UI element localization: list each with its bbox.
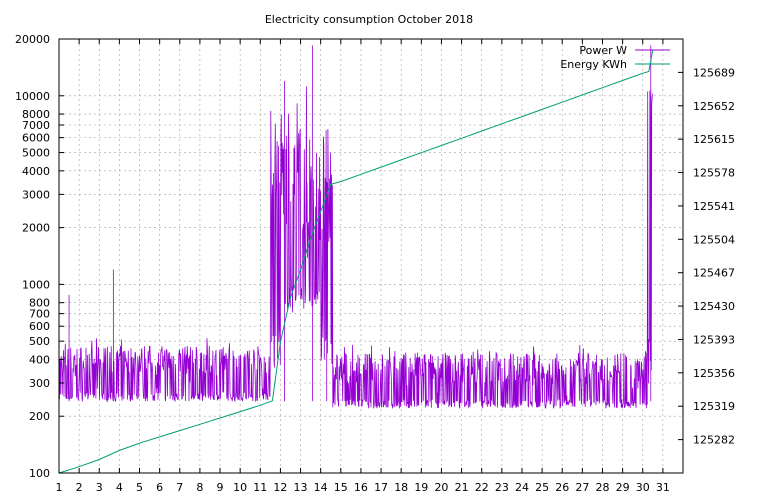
y-tick-label: 700: [29, 308, 50, 321]
x-tick-label: 5: [136, 481, 143, 494]
x-tick-label: 17: [374, 481, 388, 494]
y-tick-label: 500: [29, 335, 50, 348]
energy-line: [58, 49, 654, 474]
y-tick-label: 800: [29, 297, 50, 310]
y-tick-label: 5000: [22, 147, 50, 160]
plot-frame: [58, 38, 684, 474]
grid: [59, 39, 683, 473]
x-tick-label: 27: [575, 481, 589, 494]
x-tick-label: 16: [354, 481, 368, 494]
y-tick-label: 3000: [22, 188, 50, 201]
x-tick-label: 14: [314, 481, 328, 494]
y-tick-label: 600: [29, 320, 50, 333]
x-tick-label: 1: [56, 481, 63, 494]
y2-tick-label: 125504: [693, 233, 735, 246]
x-tick-label: 4: [116, 481, 123, 494]
x-tick-label: 26: [555, 481, 569, 494]
x-tick-label: 18: [394, 481, 408, 494]
y2-tick-label: 125282: [693, 434, 735, 447]
x-tick-label: 29: [616, 481, 630, 494]
x-tick-label: 31: [656, 481, 670, 494]
x-tick-label: 23: [495, 481, 509, 494]
legend-label: Energy KWh: [560, 58, 627, 71]
y-tick-label: 8000: [22, 108, 50, 121]
y-tick-label: 4000: [22, 165, 50, 178]
y-tick-label: 7000: [22, 119, 50, 132]
x-tick-label: 8: [196, 481, 203, 494]
x-tick-label: 6: [156, 481, 163, 494]
x-tick-label: 11: [253, 481, 267, 494]
x-axis: 1 2 3 4 5 6 7 8 9 10 11 12 13 14 15 16 17 18 19 20 21 22 23 24 2…: [56, 39, 670, 494]
y-tick-label: 400: [29, 353, 50, 366]
y2-tick-label: 125652: [693, 100, 735, 113]
y-tick-label: 1000: [22, 278, 50, 291]
y2-tick-label: 125615: [693, 133, 735, 146]
y2-tick-label: 125689: [693, 66, 735, 79]
chart-title: Electricity consumption October 2018: [265, 13, 473, 26]
y-tick-label: 10000: [15, 90, 50, 103]
y-tick-label: 6000: [22, 132, 50, 145]
energy-series: [58, 49, 654, 474]
y-axis-right: 125282 125319 125356 125393 125430 125467 1255…: [678, 66, 735, 447]
x-tick-label: 28: [595, 481, 609, 494]
legend-label: Power W: [579, 44, 627, 57]
y-tick-label: 200: [29, 410, 50, 423]
y2-tick-label: 125393: [693, 333, 735, 346]
x-tick-label: 24: [515, 481, 529, 494]
power-line: [58, 86, 653, 410]
x-tick-label: 19: [414, 481, 428, 494]
y2-tick-label: 125467: [693, 267, 735, 280]
power-series: [58, 45, 653, 410]
x-tick-label: 30: [636, 481, 650, 494]
x-tick-label: 9: [217, 481, 224, 494]
x-tick-label: 12: [273, 481, 287, 494]
x-tick-label: 22: [475, 481, 489, 494]
y-tick-label: 100: [29, 467, 50, 480]
y-tick-label: 2000: [22, 222, 50, 235]
x-tick-label: 15: [334, 481, 348, 494]
x-tick-label: 25: [535, 481, 549, 494]
y2-tick-label: 125356: [693, 367, 735, 380]
y2-tick-label: 125578: [693, 167, 735, 180]
y2-tick-label: 125541: [693, 200, 735, 213]
x-tick-label: 20: [434, 481, 448, 494]
y2-tick-label: 125430: [693, 300, 735, 313]
x-tick-label: 21: [455, 481, 469, 494]
x-tick-label: 10: [233, 481, 247, 494]
x-tick-label: 7: [176, 481, 183, 494]
y2-tick-label: 125319: [693, 400, 735, 413]
y-tick-label: 20000: [15, 33, 50, 46]
x-tick-label: 2: [76, 481, 83, 494]
x-tick-label: 3: [96, 481, 103, 494]
x-tick-label: 13: [294, 481, 308, 494]
y-tick-label: 300: [29, 377, 50, 390]
